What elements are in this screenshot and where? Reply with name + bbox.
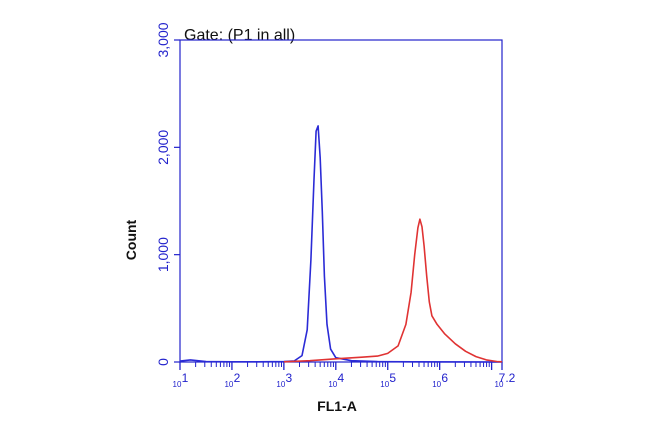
x-tick-label-exponent: 2 [234,371,241,385]
x-tick-label-base: 10 [380,380,389,389]
y-tick-label: 0 [155,358,171,366]
x-tick-label-base: 10 [328,380,337,389]
x-tick-label-exponent: 7.2 [499,371,516,385]
x-tick-label-exponent: 3 [286,371,293,385]
series-line-blue [179,125,503,363]
x-tick-label-base: 10 [173,380,182,389]
y-tick-label: 1,000 [155,237,171,272]
x-tick-label-exponent: 4 [337,371,344,385]
y-tick-label: 3,000 [155,22,171,57]
x-tick-label-exponent: 6 [441,371,448,385]
x-axis-label: FL1-A [317,398,357,414]
x-tick-label-base: 10 [224,380,233,389]
x-tick-label-base: 10 [495,380,504,389]
series-line-red [283,218,503,363]
plot-frame [179,39,503,363]
chart-title: Gate: (P1 in all) [184,27,295,44]
x-tick-label-base: 10 [432,380,441,389]
x-tick-label-exponent: 5 [389,371,396,385]
y-axis-label: Count [123,219,139,260]
x-tick-label-exponent: 1 [182,371,189,385]
y-tick-label: 2,000 [155,130,171,165]
x-tick-label-base: 10 [276,380,285,389]
